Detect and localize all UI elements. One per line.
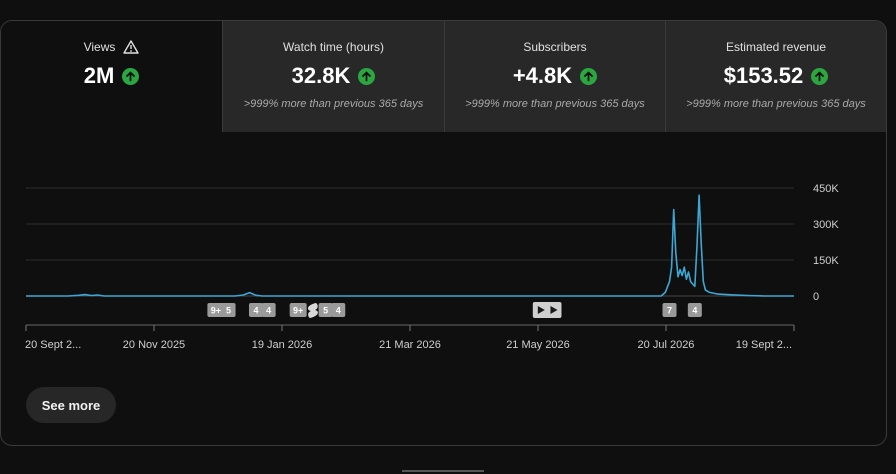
upload-count-label: 4 <box>266 306 271 316</box>
upload-count-label: 9+ <box>211 306 221 316</box>
upload-count-label: 4 <box>336 306 341 316</box>
y-tick-label: 0 <box>813 291 819 303</box>
bottom-drag-handle[interactable] <box>402 470 484 472</box>
trend-up-icon <box>358 67 376 85</box>
metric-tabs: Views 2M Watch time (hours) 32.8K <box>1 21 886 132</box>
x-tick-label: 20 Jul 2026 <box>638 339 695 351</box>
upload-count-badge[interactable]: 4 <box>248 303 263 317</box>
upload-count-label: 4 <box>253 306 258 316</box>
x-tick-label: 20 Nov 2025 <box>123 339 185 351</box>
shorts-upload-icon[interactable] <box>307 303 318 318</box>
upload-count-label: 5 <box>323 306 328 316</box>
video-upload-icon[interactable] <box>545 302 562 318</box>
upload-count-badge[interactable]: 4 <box>261 303 276 317</box>
upload-count-label: 4 <box>692 306 697 316</box>
upload-count-badge[interactable]: 9+ <box>207 303 225 317</box>
upload-count-badge[interactable]: 5 <box>318 303 333 317</box>
upload-count-label: 5 <box>226 306 231 316</box>
y-tick-label: 150K <box>813 255 839 267</box>
views-line-chart[interactable]: 450K 300K 150K 0 20 Sept 2... 20 Nov 2025 19 J… <box>1 21 886 381</box>
tab-watch-time-value: 32.8K <box>291 63 351 88</box>
upload-count-label: 7 <box>667 306 672 316</box>
analytics-card: Views 2M Watch time (hours) 32.8K <box>0 20 887 446</box>
x-tick-label: 21 Mar 2026 <box>379 339 441 351</box>
tab-revenue-comparison: >999% more than previous 365 days <box>686 98 866 110</box>
tab-watch-time[interactable]: Watch time (hours) 32.8K >999% more than… <box>222 21 444 132</box>
tab-estimated-revenue[interactable]: Estimated revenue $153.52 >999% more tha… <box>665 21 886 132</box>
tab-subscribers-value: +4.8K <box>512 63 573 88</box>
upload-count-badge[interactable]: 4 <box>331 303 346 317</box>
y-tick-label: 300K <box>813 219 839 231</box>
upload-count-badge[interactable]: 5 <box>221 303 236 317</box>
tab-views-title: Views <box>83 40 116 54</box>
y-tick-label: 450K <box>813 183 839 195</box>
tab-watch-time-comparison: >999% more than previous 365 days <box>243 98 424 110</box>
warning-icon[interactable] <box>123 40 140 54</box>
upload-count-label: 9+ <box>293 306 303 316</box>
trend-up-icon <box>811 67 829 85</box>
tab-subscribers[interactable]: Subscribers +4.8K >999% more than previo… <box>444 21 665 132</box>
x-tick-label: 21 May 2026 <box>506 339 570 351</box>
tab-views-value: 2M <box>83 63 115 88</box>
x-tick-label: 19 Sept 2... <box>736 339 792 351</box>
upload-count-badge[interactable]: 4 <box>687 303 702 317</box>
tab-views[interactable]: Views 2M <box>1 21 222 132</box>
x-tick-label: 20 Sept 2... <box>25 339 81 351</box>
tab-subscribers-title: Subscribers <box>523 40 587 54</box>
tab-subscribers-comparison: >999% more than previous 365 days <box>465 98 645 110</box>
trend-up-icon <box>580 67 598 85</box>
upload-count-badge[interactable]: 7 <box>662 303 677 317</box>
tab-revenue-value: $153.52 <box>723 63 804 88</box>
trend-up-icon <box>122 67 140 85</box>
tab-watch-time-title: Watch time (hours) <box>283 40 384 54</box>
tab-revenue-title: Estimated revenue <box>725 40 827 54</box>
x-tick-label: 19 Jan 2026 <box>252 339 313 351</box>
views-series-line <box>26 194 794 297</box>
see-more-button[interactable]: See more <box>26 387 116 423</box>
video-upload-icon[interactable] <box>532 302 549 318</box>
upload-count-badge[interactable]: 9+ <box>289 303 307 317</box>
